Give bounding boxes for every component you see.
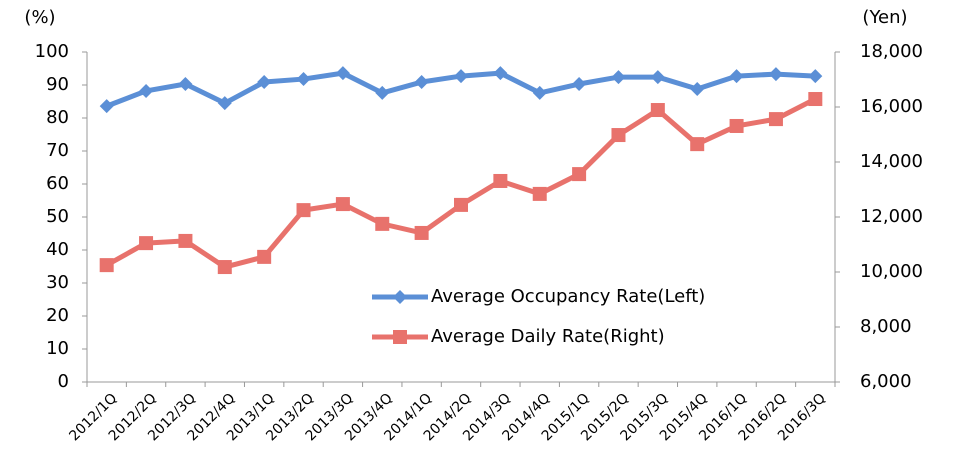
marker: [178, 233, 193, 248]
marker: [296, 203, 311, 218]
marker: [690, 137, 705, 152]
marker: [768, 112, 783, 127]
y-tick-label: 40: [46, 239, 69, 260]
y-tick-label: 70: [46, 140, 69, 161]
y-tick-label: 30: [46, 272, 69, 293]
legend-label: Average Daily Rate(Right): [431, 326, 665, 347]
legend-label: Average Occupancy Rate(Left): [431, 286, 705, 307]
y-tick-label: 60: [46, 173, 69, 194]
y2-tick-label: 10,000: [860, 261, 923, 282]
y-tick-label: 20: [46, 305, 69, 326]
y2-tick-label: 6,000: [860, 371, 912, 392]
marker: [493, 66, 508, 81]
y2-tick-label: 8,000: [860, 316, 912, 337]
marker: [690, 81, 705, 96]
marker: [257, 249, 272, 264]
marker: [393, 330, 407, 344]
y2-tick-label: 14,000: [860, 151, 923, 172]
marker: [768, 67, 783, 82]
y-unit: (%): [24, 7, 55, 28]
marker: [375, 216, 390, 231]
y2-tick-label: 12,000: [860, 206, 923, 227]
marker: [139, 236, 154, 251]
marker: [178, 77, 193, 92]
marker: [611, 128, 626, 143]
marker: [217, 260, 232, 275]
marker: [99, 99, 114, 114]
y2-tick-label: 16,000: [860, 96, 923, 117]
marker: [414, 225, 429, 240]
marker: [532, 186, 547, 201]
marker: [650, 70, 665, 85]
marker: [532, 85, 547, 100]
y-tick-label: 0: [58, 371, 69, 392]
marker: [393, 290, 407, 304]
marker: [296, 72, 311, 87]
y-tick-label: 10: [46, 338, 69, 359]
y2-tick-label: 18,000: [860, 41, 923, 62]
marker: [139, 83, 154, 98]
y-tick-label: 50: [46, 206, 69, 227]
marker: [808, 92, 823, 107]
marker: [99, 258, 114, 273]
marker: [729, 69, 744, 84]
marker: [493, 173, 508, 188]
marker: [335, 197, 350, 212]
marker: [414, 75, 429, 90]
series-line: [105, 96, 817, 270]
marker: [217, 96, 232, 111]
y-tick-label: 80: [46, 107, 69, 128]
marker: [808, 69, 823, 84]
marker: [572, 77, 587, 92]
marker: [611, 70, 626, 85]
marker: [335, 66, 350, 81]
y-tick-label: 100: [35, 41, 69, 62]
marker: [257, 75, 272, 90]
y2-unit: (Yen): [862, 7, 907, 28]
marker: [454, 69, 468, 84]
marker: [650, 103, 665, 118]
marker: [572, 167, 587, 182]
marker: [375, 85, 390, 100]
marker: [729, 118, 744, 133]
marker: [454, 197, 468, 212]
y-tick-label: 90: [46, 74, 69, 95]
